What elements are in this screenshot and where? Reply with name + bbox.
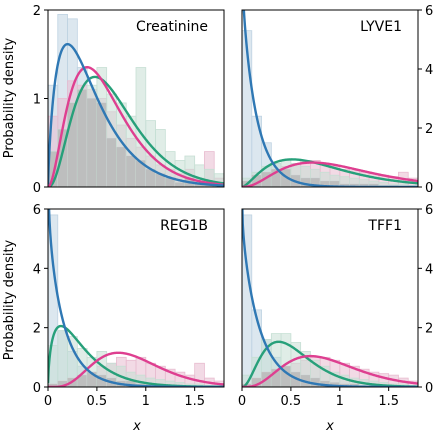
- panel-title: TFF1: [367, 218, 402, 234]
- hist-bar-overlap: [77, 89, 88, 187]
- hist-bar-overlap: [175, 182, 185, 187]
- hist-bar-overlap: [310, 178, 321, 187]
- x-axis-label-left: x: [132, 419, 141, 434]
- hist-bar-overlap: [155, 173, 166, 187]
- y-tick-label: 2: [33, 322, 41, 337]
- x-tick-label: 0.5: [87, 394, 108, 409]
- panel-title: LYVE1: [360, 19, 402, 35]
- panel-lyve1: 0 2 4 6 LYVE1: [241, 4, 433, 196]
- hist-bar-overlap: [281, 366, 291, 387]
- x-tick-label: 1: [336, 394, 344, 409]
- hist-bar-overlap: [48, 384, 58, 387]
- y-tick-label: 6: [33, 203, 41, 218]
- hist-bar-overlap: [136, 160, 146, 187]
- y-tick-label: 1: [33, 93, 41, 108]
- hist-bar-blue: [242, 30, 253, 187]
- x-tick-label: 1: [142, 394, 150, 409]
- density-curve-blue: [48, 42, 224, 187]
- y-tick-label: 4: [425, 262, 433, 277]
- y-tick-label: 4: [425, 63, 433, 78]
- hist-bar-overlap: [242, 384, 252, 387]
- hist-bar-overlap: [310, 378, 321, 387]
- panel-title: REG1B: [160, 218, 208, 234]
- y-tick-label: 2: [425, 322, 433, 337]
- hist-bar-overlap: [145, 169, 156, 187]
- y-tick-label: 0: [425, 181, 433, 196]
- hist-bar-overlap: [251, 175, 262, 187]
- hist-bar-overlap: [106, 138, 117, 187]
- hist-bar-overlap: [57, 129, 68, 187]
- x-tick-label: 0: [238, 394, 246, 409]
- density-curve-pink: [242, 354, 418, 387]
- hist-bar-overlap: [116, 147, 127, 187]
- hist-bar-overlap: [369, 184, 379, 187]
- hist-bar-overlap: [87, 98, 97, 187]
- hist-bar-overlap: [96, 375, 107, 387]
- hist-bar-green: [57, 330, 68, 387]
- x-tick-label: 1.5: [378, 394, 399, 409]
- axes-frame: [241, 9, 419, 188]
- axes-frame: [47, 208, 225, 388]
- hist-bar-overlap: [96, 102, 107, 187]
- hist-bar-overlap: [271, 169, 282, 187]
- panel-reg1b: 0 2 4 6 0 0.5 1 1.5 REG1B: [33, 203, 225, 409]
- hist-bar-overlap: [57, 381, 68, 387]
- hist-bar-overlap: [271, 369, 282, 387]
- density-curve-green: [242, 158, 418, 187]
- panel-tff1: 0 2 4 6 0 0.5 1 1.5 TFF1: [238, 203, 433, 409]
- hist-bar-overlap: [290, 372, 301, 387]
- plot-area: [48, 14, 224, 187]
- panel-creatinine: 0 1 2 Creatinine: [33, 4, 225, 196]
- x-axis-label-right: x: [325, 419, 334, 434]
- density-curve-pink: [48, 66, 224, 187]
- y-tick-label: 2: [33, 4, 41, 19]
- hist-bar-overlap: [48, 151, 58, 187]
- plot-area: [242, 209, 418, 387]
- hist-bar-overlap: [261, 172, 272, 187]
- hist-bar-overlap: [349, 184, 360, 187]
- y-tick-label: 0: [33, 381, 41, 396]
- x-tick-label: 0: [44, 394, 52, 409]
- hist-bar-overlap: [330, 181, 340, 187]
- axes-frame: [241, 208, 419, 388]
- density-curve-pink: [48, 351, 224, 387]
- panel-title: Creatinine: [136, 19, 208, 35]
- y-tick-label: 0: [33, 181, 41, 196]
- hist-bar-overlap: [126, 156, 136, 187]
- x-tick-label: 0.5: [281, 394, 302, 409]
- hist-bar-overlap: [87, 372, 97, 387]
- y-tick-label: 2: [425, 122, 433, 137]
- y-axis-label-bottom: Probability density: [2, 239, 17, 360]
- hist-bar-overlap: [77, 375, 88, 387]
- y-axis-label-top: Probability density: [2, 37, 17, 158]
- y-tick-label: 0: [425, 381, 433, 396]
- hist-bar-overlap: [165, 178, 176, 187]
- y-tick-label: 6: [425, 4, 433, 19]
- plot-area: [48, 209, 224, 387]
- y-tick-label: 4: [33, 262, 41, 277]
- hist-bar-overlap: [320, 181, 330, 187]
- hist-bar-pink: [194, 362, 205, 387]
- hist-bar-overlap: [126, 381, 136, 387]
- hist-bar-overlap: [339, 184, 350, 187]
- hist-bar-green: [213, 173, 224, 187]
- y-tick-label: 6: [425, 203, 433, 218]
- hist-bar-overlap: [67, 102, 78, 187]
- hist-bar-overlap: [251, 378, 262, 387]
- hist-bar-overlap: [300, 178, 311, 187]
- density-curve-green: [242, 340, 418, 387]
- hist-bar-overlap: [359, 184, 370, 187]
- density-curve-pink: [242, 161, 418, 187]
- x-tick-label: 1.5: [184, 394, 205, 409]
- density-curve-green: [48, 75, 224, 187]
